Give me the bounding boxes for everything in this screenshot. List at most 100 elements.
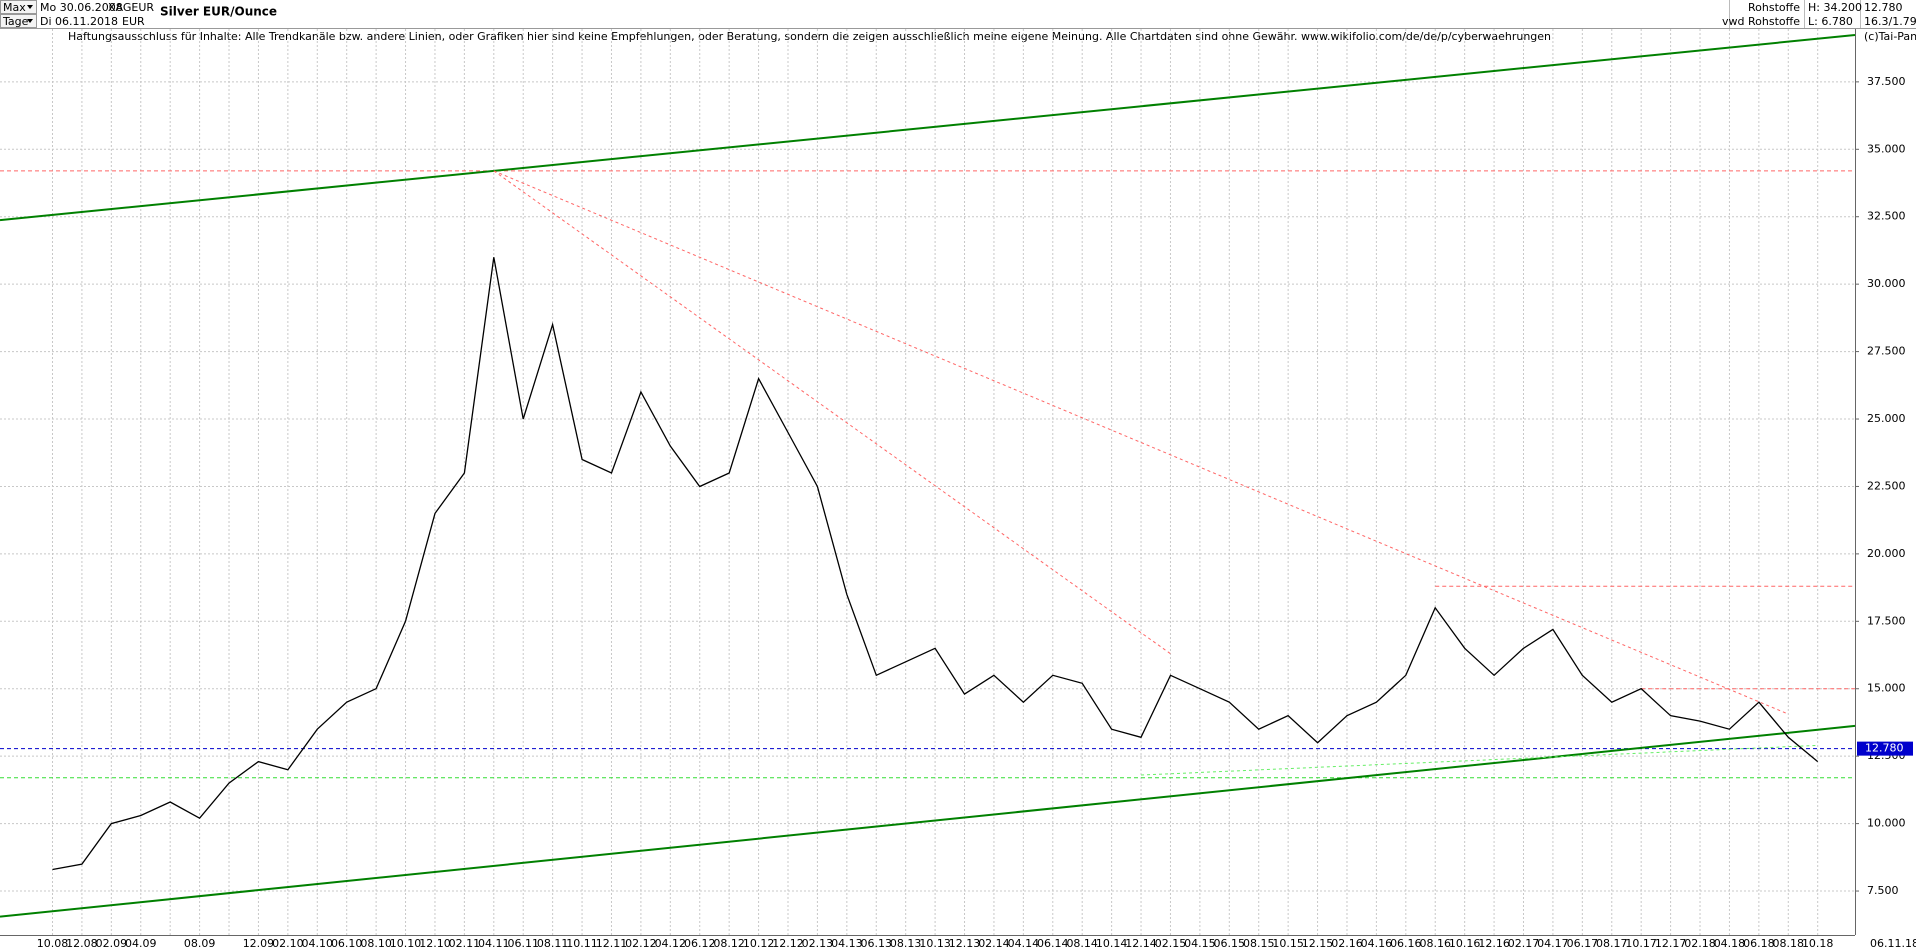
- x-tick-label: 08.14: [1066, 937, 1098, 950]
- x-tick-label: 12.10: [419, 937, 451, 950]
- x-tick-label: 02.09: [96, 937, 128, 950]
- x-tick-label: 04.16: [1361, 937, 1393, 950]
- x-tick-label: 02.13: [802, 937, 834, 950]
- x-tick-label: 08.12: [713, 937, 745, 950]
- range-label[interactable]: Max: [3, 1, 26, 14]
- x-tick-label: 12.15: [1302, 937, 1334, 950]
- x-tick-label: 08.11: [537, 937, 569, 950]
- x-tick-label: 10.10: [390, 937, 422, 950]
- x-tick-label: 04.11: [478, 937, 510, 950]
- x-tick-label: 10.12: [743, 937, 775, 950]
- x-tick-label: 10.13: [919, 937, 951, 950]
- x-tick-label: 02.18: [1684, 937, 1716, 950]
- x-tick-label: 02.17: [1508, 937, 1540, 950]
- last-price-label: 12.780: [1865, 742, 1904, 755]
- trend-line: [1141, 744, 1818, 776]
- x-tick-label: 08.18: [1773, 937, 1805, 950]
- x-tick-label: 10.16: [1449, 937, 1481, 950]
- x-tick-label: 12.16: [1478, 937, 1510, 950]
- x-tick-label: 06.17: [1567, 937, 1599, 950]
- x-tick-label: 12.12: [772, 937, 804, 950]
- x-tick-label: 02.11: [449, 937, 481, 950]
- x-tick-label: 04.09: [125, 937, 157, 950]
- x-tick-label: 12.08: [66, 937, 98, 950]
- end-date: 06.11.18: [1870, 937, 1916, 950]
- x-tick-label: 12.17: [1655, 937, 1687, 950]
- trend-line: [493, 170, 1171, 655]
- x-tick-label: 04.10: [302, 937, 334, 950]
- last-price-box: [1857, 741, 1913, 756]
- source: vwd Rohstoffe: [1722, 15, 1800, 28]
- y-tick-label: 27.500: [1867, 345, 1906, 358]
- low: L: 6.780: [1808, 15, 1853, 28]
- x-tick-label: 08.09: [184, 937, 216, 950]
- chart-title: Silver EUR/Ounce: [160, 5, 277, 19]
- period-label[interactable]: Tage: [2, 15, 29, 28]
- x-tick-label: 04.13: [831, 937, 863, 950]
- dropdown-arrow: [27, 5, 33, 9]
- x-tick-label: 06.16: [1390, 937, 1422, 950]
- x-tick-label: 06.15: [1214, 937, 1246, 950]
- x-tick-label: 04.12: [655, 937, 687, 950]
- trend-line: [0, 724, 1856, 918]
- x-tick-label: 06.18: [1743, 937, 1775, 950]
- price-line: [52, 257, 1819, 871]
- x-tick-label: 12.09: [243, 937, 275, 950]
- x-tick-label: 10.17: [1625, 937, 1657, 950]
- x-tick-label: 12.11: [596, 937, 628, 950]
- dropdown-arrow: [27, 19, 33, 23]
- currency: EUR: [122, 15, 145, 28]
- x-tick-label: 08.15: [1243, 937, 1275, 950]
- x-tick-label: 04.15: [1184, 937, 1216, 950]
- x-tick-label: 02.10: [272, 937, 304, 950]
- y-tick-label: 37.500: [1867, 75, 1906, 88]
- x-tick-label: 06.14: [1037, 937, 1069, 950]
- range-select[interactable]: [0, 0, 37, 14]
- last-value: 12.780: [1864, 1, 1903, 14]
- x-tick-label: 06.13: [861, 937, 893, 950]
- copyright: (c)Tai-Pan: [1864, 30, 1916, 43]
- x-tick-label: 10.15: [1272, 937, 1304, 950]
- x-tick-label: 02.16: [1331, 937, 1363, 950]
- y-tick-label: 20.000: [1867, 547, 1906, 560]
- y-tick-label: 15.000: [1867, 682, 1906, 695]
- to-date: Di 06.11.2018: [40, 15, 118, 28]
- x-tick-label: 06.11: [507, 937, 539, 950]
- x-tick-label: 06.12: [684, 937, 716, 950]
- y-tick-label: 32.500: [1867, 210, 1906, 223]
- period-select[interactable]: [0, 14, 37, 28]
- x-tick-label: 04.18: [1714, 937, 1746, 950]
- y-tick-label: 7.500: [1867, 884, 1899, 897]
- x-tick-label: 08.13: [890, 937, 922, 950]
- y-tick-label: 25.000: [1867, 412, 1906, 425]
- x-tick-label: 10.11: [566, 937, 598, 950]
- symbol: XAGEUR: [108, 1, 154, 14]
- from-date: Mo 30.06.2008: [40, 1, 123, 14]
- market: Rohstoffe: [1748, 1, 1800, 14]
- x-tick-label: 12.14: [1125, 937, 1157, 950]
- x-tick-label: 04.14: [1008, 937, 1040, 950]
- extra-info: 16.3/1.790: [1864, 15, 1916, 28]
- x-tick-label: 02.12: [625, 937, 657, 950]
- y-tick-label: 17.500: [1867, 614, 1906, 627]
- y-tick-label: 30.000: [1867, 277, 1906, 290]
- x-tick-label: 08.10: [360, 937, 392, 950]
- x-tick-label: 10.08: [37, 937, 69, 950]
- x-tick-label: 08.17: [1596, 937, 1628, 950]
- x-tick-label: 10.14: [1096, 937, 1128, 950]
- trend-line: [0, 33, 1856, 222]
- x-tick-label: 12.13: [949, 937, 981, 950]
- y-tick-label: 22.500: [1867, 479, 1906, 492]
- x-tick-label: 08.16: [1419, 937, 1451, 950]
- disclaimer: Haftungsausschluss für Inhalte: Alle Tre…: [68, 30, 1551, 43]
- y-tick-label: 10.000: [1867, 817, 1906, 830]
- high: H: 34.200: [1808, 1, 1862, 14]
- x-tick-label: 02.14: [978, 937, 1010, 950]
- y-tick-label: 35.000: [1867, 142, 1906, 155]
- x-tick-label: 04.17: [1537, 937, 1569, 950]
- x-tick-label: 02.15: [1155, 937, 1187, 950]
- x-tick-label: 06.10: [331, 937, 363, 950]
